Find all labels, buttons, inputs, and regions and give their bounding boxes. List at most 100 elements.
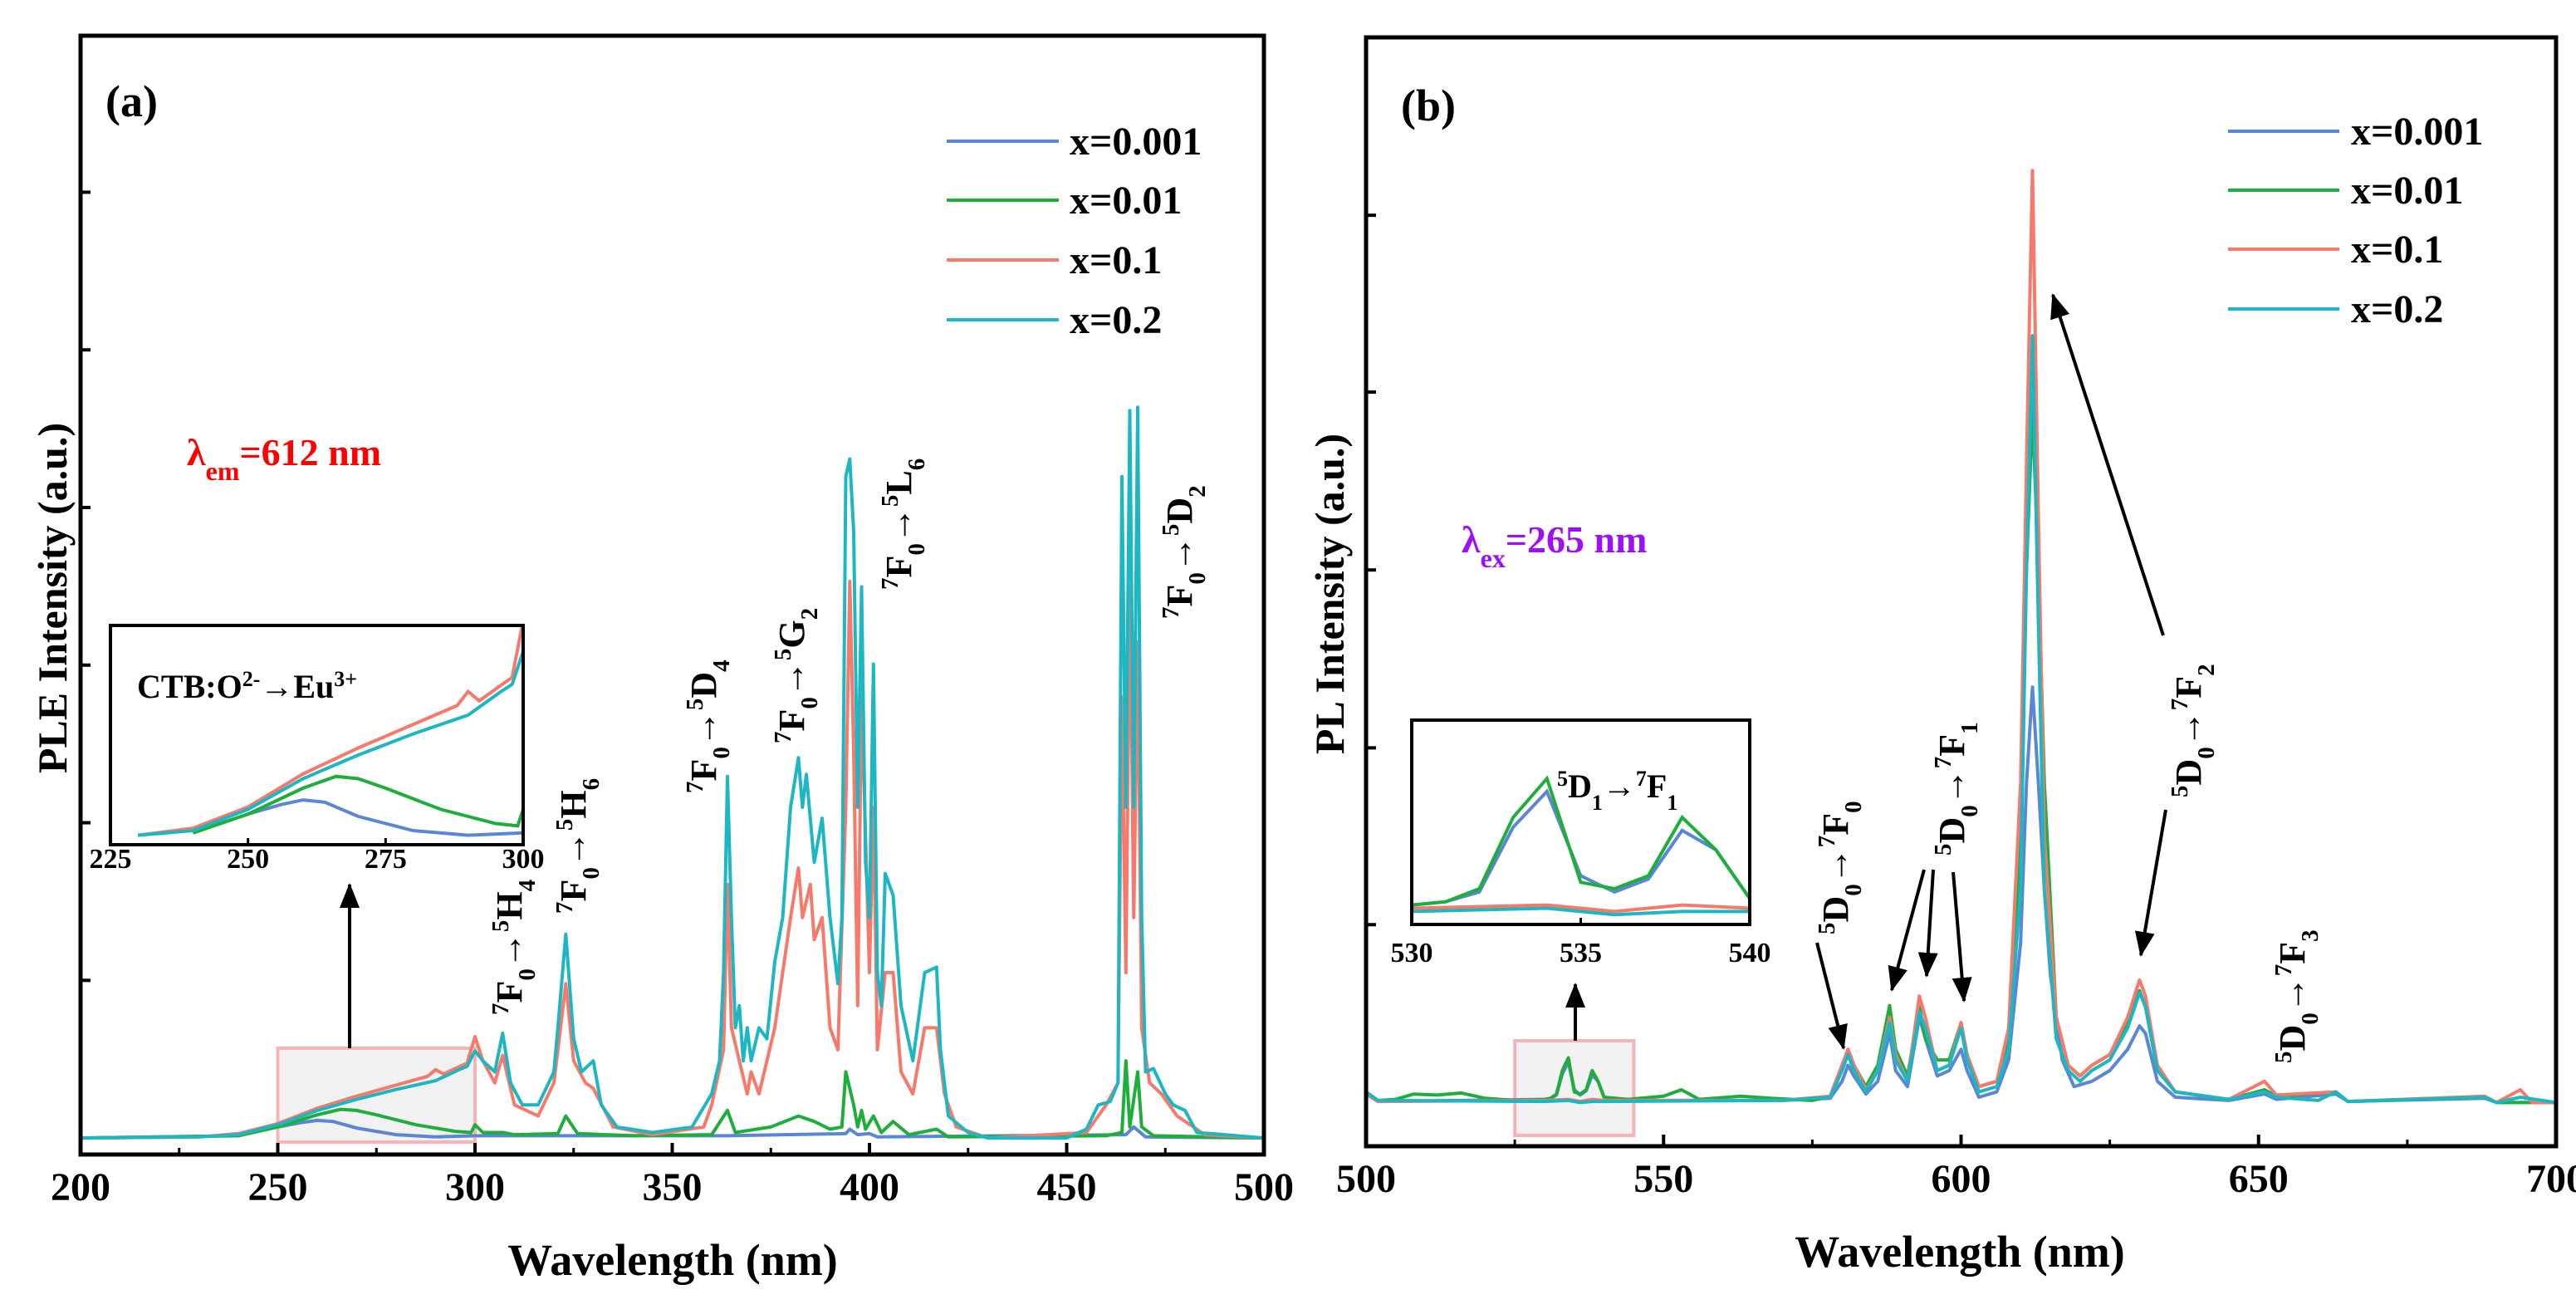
annotation-part: 2 <box>1184 485 1211 498</box>
wavelength-value: =265 nm <box>1506 518 1648 561</box>
inset-x-tick-label: 535 <box>1560 938 1602 968</box>
x-tick-label: 650 <box>2229 1157 2289 1201</box>
annotation-part: F <box>879 556 919 578</box>
annotation-part: D <box>1932 817 1972 844</box>
annotation-part: 5 <box>877 495 904 507</box>
x-axis-title: Wavelength (nm) <box>507 1235 838 1285</box>
annotation-part: L <box>879 470 919 494</box>
annotation-part: D <box>2272 1025 2313 1052</box>
series-line-x=0.01 <box>80 1059 1265 1140</box>
annotation-part: → <box>489 932 530 968</box>
inset-x-tick-label: 540 <box>1729 938 1771 968</box>
legend-label: x=0.001 <box>1070 120 1202 164</box>
annotation-part: 0 <box>1840 801 1867 813</box>
transition-label-7f0-5d4: 7F0→5D4 <box>682 659 735 793</box>
annotation-part: → <box>683 710 724 747</box>
inset-x-tick-label: 275 <box>365 844 407 875</box>
inset-series-line-x=0.2 <box>1412 906 1750 917</box>
annotation-part: D <box>1159 498 1200 524</box>
annotation-part: 0 <box>708 747 735 759</box>
annotation-part: 7 <box>770 732 796 744</box>
annotation-part: → <box>1603 767 1636 805</box>
annotation-part: F <box>1815 813 1856 836</box>
annotation-part: → <box>1815 847 1856 884</box>
wavelength-value: =612 nm <box>239 431 381 473</box>
annotation-part: → <box>2272 976 2313 1012</box>
annotation-part: D <box>1815 896 1856 923</box>
annotation-part: F <box>771 709 812 732</box>
transition-label-7f0-5g2: 7F0→5G2 <box>770 608 823 743</box>
annotation-part: D <box>683 672 724 699</box>
legend-label: x=0.2 <box>2351 287 2443 331</box>
annotation-part: 1 <box>1956 722 1983 734</box>
lambda-symbol: λ <box>187 431 206 473</box>
annotation-part: → <box>1159 536 1200 572</box>
panel-label: (a) <box>105 76 158 126</box>
annotation-part: 5 <box>1930 844 1956 856</box>
legend-label: x=0.1 <box>1070 238 1162 282</box>
series-line-x=0.2 <box>1364 334 2557 1105</box>
legend-label: x=0.01 <box>2351 169 2463 213</box>
annotation-part: H <box>553 790 594 818</box>
annotation-part: 5 <box>2167 786 2193 798</box>
annotation-part: F <box>2168 676 2209 699</box>
annotation-arrow <box>1888 869 1926 992</box>
annotation-part: 1 <box>1667 791 1677 815</box>
annotation-part: → <box>1932 768 1972 805</box>
inset-background <box>1412 720 1750 924</box>
annotation-part: F <box>683 759 724 782</box>
annotation-part: F <box>1932 734 1972 757</box>
inset-x-tick-label: 300 <box>502 844 545 875</box>
inset-series-line-x=0.1 <box>137 625 523 837</box>
annotation-part: 7 <box>487 1003 514 1016</box>
annotation-part: 7 <box>877 578 904 591</box>
inset-background <box>110 625 523 845</box>
annotation-part: 2 <box>2193 664 2220 676</box>
annotation-part: 7 <box>2167 699 2193 711</box>
annotation-part: F <box>553 880 594 902</box>
inset-series-line-x=0.1 <box>1412 903 1750 914</box>
annotation-part: 3+ <box>334 667 357 691</box>
annotation-arrow <box>2050 293 2165 636</box>
lambda-subscript: em <box>206 456 240 486</box>
annotation-arrow <box>1952 871 1972 1003</box>
inset-x-tick-label: 530 <box>1391 938 1433 968</box>
x-tick-label: 600 <box>1932 1157 1991 1201</box>
annotation-part: 7 <box>1636 767 1647 791</box>
transition-label-7f0-5l6: 7F0→5L6 <box>877 458 930 590</box>
annotation-part: G <box>771 620 812 648</box>
transition-label-7f0-5h4: 7F0→5H4 <box>487 880 541 1015</box>
annotation-part: 0 <box>2297 1012 2324 1025</box>
transition-label-5d0-7f0: 5D0→7F0 <box>1814 801 1867 934</box>
inset-plot: 225 250 275 300 CTB:O2-→Eu3+ <box>90 624 545 875</box>
annotation-part: 6 <box>904 458 930 471</box>
y-axis-title: PL Intensity (a.u.) <box>1306 434 1353 754</box>
annotation-part: D <box>1568 767 1592 805</box>
x-tick-label: 450 <box>1037 1165 1097 1209</box>
x-tick-label: 350 <box>643 1165 703 1209</box>
annotation-part: → <box>771 660 812 697</box>
legend-label: x=0.001 <box>2351 110 2483 154</box>
annotation-part: 5 <box>2270 1052 2297 1064</box>
transition-label-7f0-5h6: 7F0→5H6 <box>551 778 605 914</box>
annotation-part: 7 <box>551 902 578 914</box>
annotation-part: 5 <box>551 819 578 831</box>
x-tick-label: 500 <box>1336 1157 1396 1201</box>
legend-label: x=0.1 <box>2351 228 2443 272</box>
transition-label-7f0-5d2: 7F0→5D2 <box>1158 485 1211 619</box>
x-tick-label: 250 <box>248 1165 308 1209</box>
annotation-part: 4 <box>708 659 735 672</box>
panel-label: (b) <box>1401 81 1456 130</box>
annotation-part: 0 <box>1184 572 1211 585</box>
annotation-part: 5 <box>770 649 796 661</box>
inset-series-line-x=0.01 <box>1412 775 1750 907</box>
x-tick-label: 400 <box>840 1165 899 1209</box>
series-line-x=0.2 <box>80 405 1265 1140</box>
annotation-part: F <box>1647 767 1667 805</box>
legend-label: x=0.2 <box>1070 298 1162 342</box>
annotation-part: 7 <box>2270 964 2297 977</box>
annotation-part: 0 <box>1840 884 1867 896</box>
